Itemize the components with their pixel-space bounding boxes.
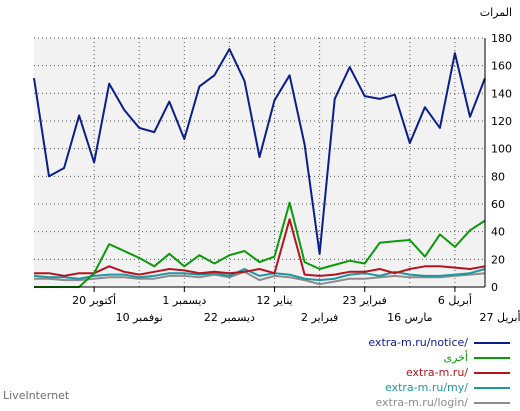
y-tick-label: 40 — [491, 226, 505, 239]
x-tick-label: 23 فبراير — [343, 294, 387, 307]
axis — [34, 38, 486, 292]
legend-item: extra-m.ru/ — [330, 366, 510, 380]
y-tick-label: 100 — [491, 143, 512, 156]
series-line — [34, 201, 486, 288]
x-tick-label: 12 يناير — [256, 294, 292, 307]
x-tick-label: 6 أبريل — [438, 293, 472, 307]
brand-label: LiveInternet — [3, 389, 70, 402]
legend-item: extra-m.ru/login/ — [330, 396, 510, 410]
y-tick-label: 160 — [491, 60, 512, 73]
x-tick-label: 1 ديسمبر — [162, 294, 206, 307]
x-tick-label: 10 نوفمبر — [116, 311, 163, 324]
y-tick-label: 80 — [491, 170, 505, 183]
legend-label: أخرى — [443, 351, 468, 364]
y-tick-label: 60 — [491, 198, 505, 211]
series-line — [33, 48, 486, 255]
x-tick-label: 27 أبريل — [479, 310, 520, 324]
legend-swatch — [474, 357, 510, 359]
legend-label: extra-m.ru/notice/ — [368, 336, 468, 349]
series-line — [34, 270, 486, 286]
x-tick-label: 2 فبراير — [301, 311, 338, 324]
series-line — [33, 268, 486, 282]
legend-item: أخرى — [330, 351, 510, 365]
legend-label: extra-m.ru/my/ — [385, 381, 468, 394]
x-tick-labels: 20 أكتوبر 1 ديسمبر 12 يناير 23 فبراير 6 أبري… — [72, 293, 520, 324]
y-tick-label: 20 — [491, 253, 505, 266]
series-line — [34, 218, 486, 277]
legend: extra-m.ru/notice/ أخرى extra-m.ru/ extr… — [330, 336, 510, 411]
legend-swatch — [474, 342, 510, 344]
y-tick-label: 0 — [491, 281, 498, 294]
x-tick-label: 20 أكتوبر — [72, 293, 116, 307]
legend-item: extra-m.ru/my/ — [330, 381, 510, 395]
y-tick-label: 120 — [491, 115, 512, 128]
legend-swatch — [474, 372, 510, 374]
legend-swatch — [474, 387, 510, 389]
y-axis-title: المرات — [479, 6, 512, 19]
legend-swatch — [474, 402, 510, 404]
legend-item: extra-m.ru/notice/ — [330, 336, 510, 350]
legend-label: extra-m.ru/ — [405, 366, 468, 379]
series-lines — [33, 48, 486, 288]
y-tick-labels: 0 20 40 60 80 100 120 140 160 180 — [491, 32, 512, 294]
y-tick-label: 180 — [491, 32, 512, 45]
y-tick-label: 140 — [491, 87, 512, 100]
legend-label: extra-m.ru/login/ — [375, 396, 468, 409]
x-tick-label: 16 مارس — [387, 311, 433, 324]
x-tick-label: 22 ديسمبر — [204, 311, 255, 324]
